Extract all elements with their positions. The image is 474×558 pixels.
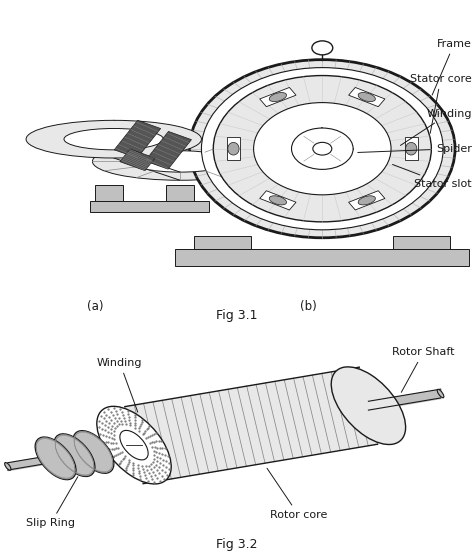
Text: Slip Ring: Slip Ring (26, 477, 78, 528)
Bar (145, 132, 191, 169)
FancyBboxPatch shape (95, 185, 123, 201)
Ellipse shape (228, 142, 239, 155)
Bar (405, 137, 418, 160)
Bar (260, 88, 296, 107)
FancyBboxPatch shape (194, 236, 251, 249)
Ellipse shape (269, 93, 286, 102)
Circle shape (254, 103, 391, 195)
Ellipse shape (5, 463, 11, 470)
Circle shape (312, 41, 333, 55)
Circle shape (313, 142, 332, 155)
FancyBboxPatch shape (175, 249, 469, 266)
Text: (a): (a) (87, 300, 103, 312)
Text: Stator core: Stator core (410, 74, 472, 133)
Ellipse shape (64, 128, 164, 150)
Circle shape (201, 68, 443, 230)
Ellipse shape (97, 406, 171, 484)
Text: Fig 3.2: Fig 3.2 (216, 538, 258, 551)
Text: Fig 3.1: Fig 3.1 (216, 309, 258, 322)
Ellipse shape (35, 437, 76, 480)
Bar (348, 88, 385, 107)
Bar (260, 191, 296, 210)
Ellipse shape (358, 93, 375, 102)
Circle shape (190, 60, 455, 238)
Text: Frame: Frame (432, 39, 472, 95)
FancyBboxPatch shape (393, 236, 450, 249)
Ellipse shape (92, 143, 268, 180)
Bar (120, 149, 155, 171)
Text: Stator slot: Stator slot (392, 165, 472, 189)
Ellipse shape (73, 431, 114, 473)
Ellipse shape (269, 196, 286, 205)
Text: Winding: Winding (97, 358, 143, 412)
Text: Brush: Brush (0, 557, 1, 558)
Ellipse shape (130, 151, 230, 172)
Bar (114, 121, 161, 158)
Ellipse shape (358, 196, 375, 205)
Text: Rotor core: Rotor core (267, 468, 328, 520)
Ellipse shape (54, 434, 95, 477)
Ellipse shape (406, 142, 417, 155)
Ellipse shape (120, 430, 148, 460)
Ellipse shape (26, 121, 201, 158)
Text: Spider: Spider (358, 144, 472, 153)
Bar (348, 191, 385, 210)
Ellipse shape (437, 389, 444, 398)
Bar (227, 137, 240, 160)
Text: (b): (b) (300, 300, 317, 312)
Ellipse shape (331, 367, 406, 445)
FancyBboxPatch shape (166, 185, 194, 201)
FancyBboxPatch shape (90, 201, 209, 213)
Circle shape (213, 75, 431, 222)
Polygon shape (125, 367, 378, 484)
Circle shape (292, 128, 353, 170)
Text: Rotor Shaft: Rotor Shaft (392, 347, 455, 392)
Text: Winding: Winding (401, 109, 472, 146)
